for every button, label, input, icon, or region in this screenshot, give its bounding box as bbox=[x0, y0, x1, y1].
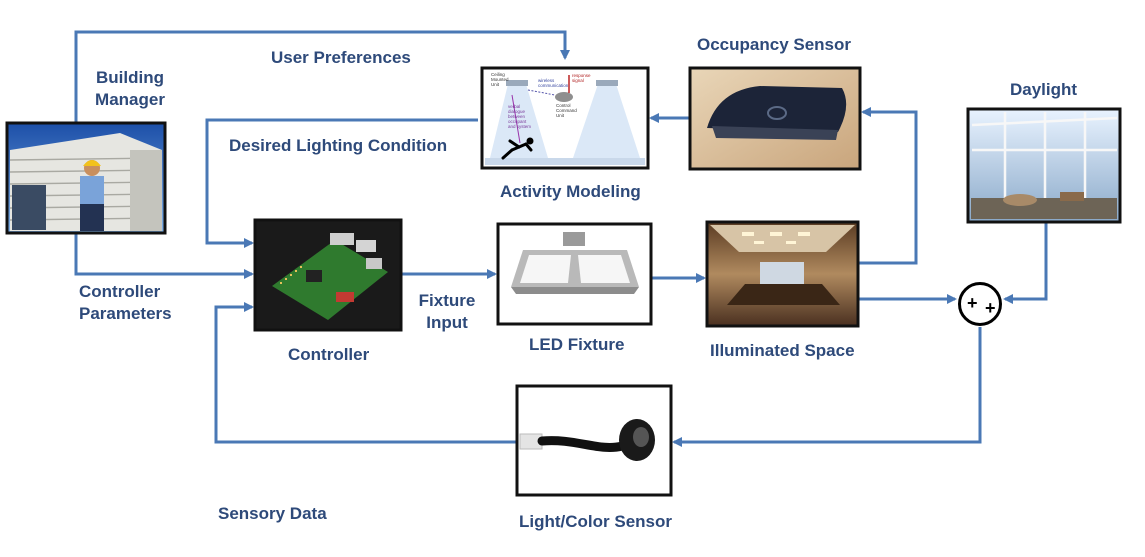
activity-panel-text: Ceiling Mounted Unit wireless communication… bbox=[491, 72, 591, 129]
activity-modeling-label: Activity Modeling bbox=[500, 182, 641, 201]
fixture-input-label-line2: Input bbox=[426, 313, 468, 332]
led-fixture-label: LED Fixture bbox=[529, 335, 625, 354]
daylight-label: Daylight bbox=[1010, 80, 1078, 99]
controller-parameters-label-line1: Controller bbox=[79, 282, 161, 301]
building-manager-label-line2: Manager bbox=[95, 90, 165, 109]
arrow-space-to-occupancy bbox=[858, 107, 918, 265]
controller-image bbox=[253, 218, 403, 332]
control-unit-label: Control Command Unit bbox=[556, 103, 577, 118]
building-manager-label-line1: Building bbox=[96, 68, 164, 87]
illuminated-space-image bbox=[705, 220, 860, 328]
building-manager-label: Building Manager bbox=[80, 67, 180, 111]
light-color-sensor-label: Light/Color Sensor bbox=[519, 512, 672, 531]
controller-label: Controller bbox=[288, 345, 370, 364]
arrow-daylight-to-sum bbox=[1003, 223, 1048, 304]
fixture-input-label: Fixture Input bbox=[412, 290, 482, 334]
light-color-sensor-image bbox=[515, 384, 673, 497]
response-label: response signal bbox=[572, 73, 591, 83]
plus-sign-right: + bbox=[985, 298, 996, 318]
desired-lighting-condition-label: Desired Lighting Condition bbox=[229, 136, 448, 155]
arrow-sensory-data bbox=[214, 302, 516, 444]
arrow-controller-parameters bbox=[74, 233, 254, 279]
occupancy-sensor-image bbox=[688, 66, 862, 171]
arrow-sum-to-sensor bbox=[672, 327, 982, 447]
verbal-label: verbal dialogue between occupant and system bbox=[508, 104, 531, 129]
building-manager-image bbox=[5, 121, 167, 235]
user-preferences-label: User Preferences bbox=[271, 48, 411, 67]
arrow-user-preferences bbox=[74, 30, 570, 122]
sensory-data-label: Sensory Data bbox=[218, 504, 327, 523]
arrow-desired-lighting bbox=[205, 118, 478, 248]
daylight-image bbox=[966, 107, 1122, 224]
illuminated-space-label: Illuminated Space bbox=[710, 341, 855, 360]
ceiling-unit-label: Ceiling Mounted Unit bbox=[491, 72, 509, 87]
controller-parameters-label-line2: Parameters bbox=[79, 304, 172, 323]
plus-sign-left: + bbox=[967, 293, 978, 313]
controller-parameters-label: Controller Parameters bbox=[79, 281, 172, 325]
led-fixture-image bbox=[496, 222, 653, 326]
activity-modeling-image bbox=[480, 66, 650, 170]
occupancy-sensor-label: Occupancy Sensor bbox=[697, 35, 852, 54]
connection-arrows bbox=[74, 30, 1048, 447]
summing-junction: + + bbox=[958, 282, 1002, 326]
wireless-label: wireless communication bbox=[538, 78, 569, 88]
fixture-input-label-line1: Fixture bbox=[418, 291, 476, 310]
